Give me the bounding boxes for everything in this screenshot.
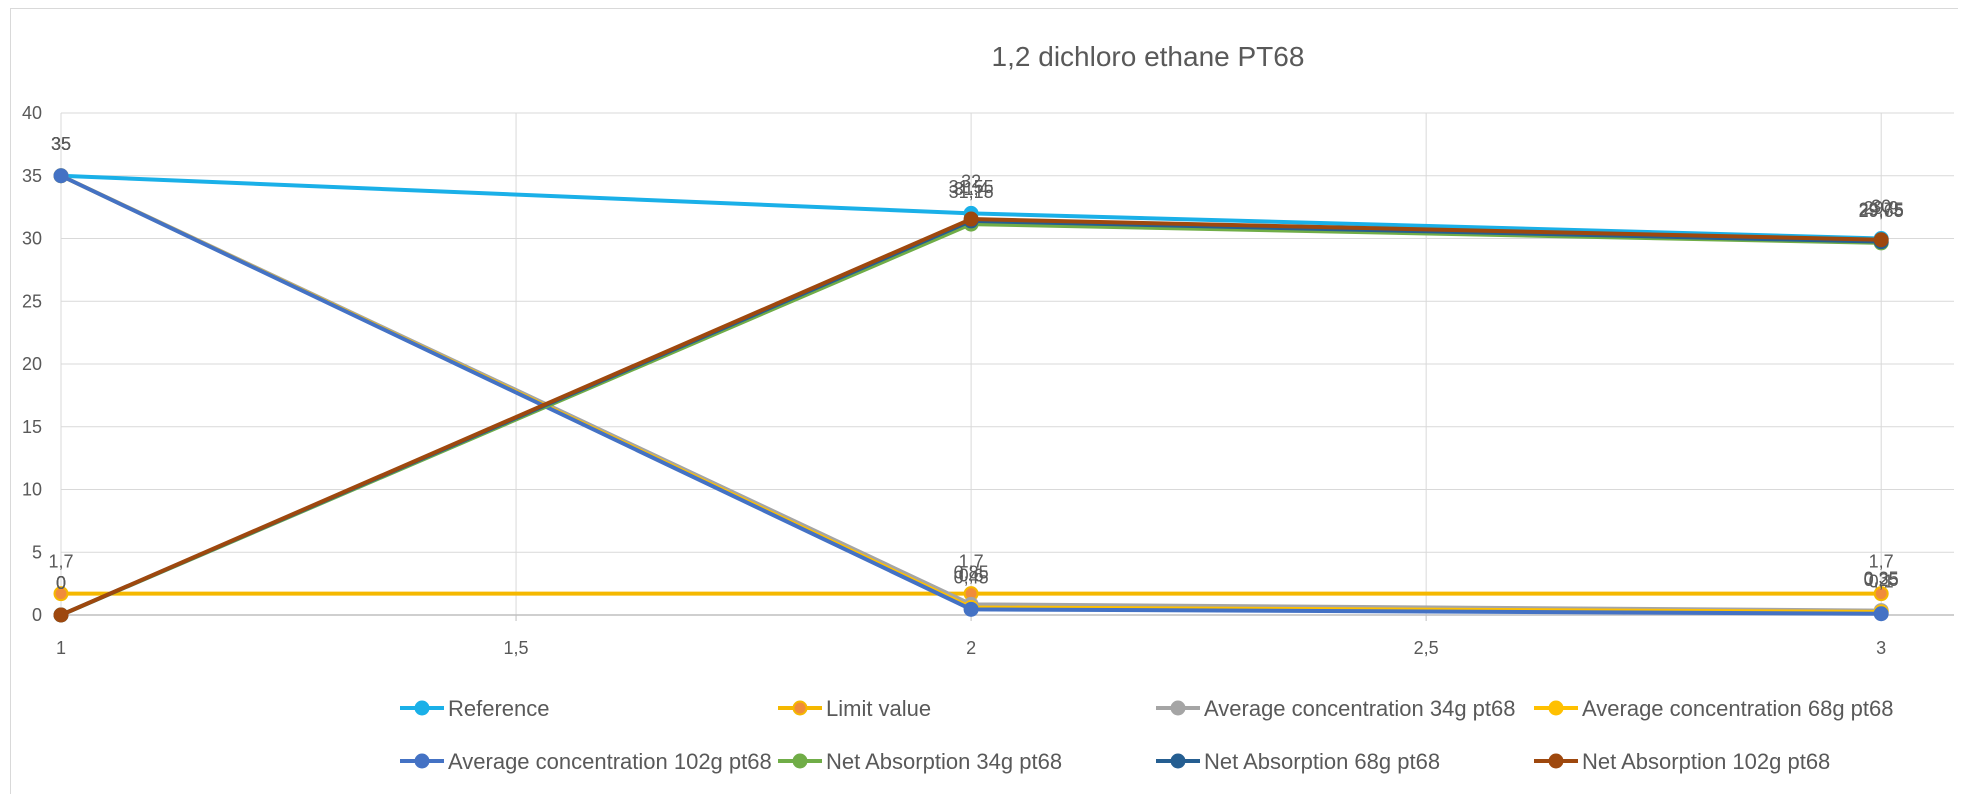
legend: Reference Limit value Average concentratio…	[400, 696, 1894, 774]
data-label-net-absorption-34g-pt68: 0	[56, 573, 66, 593]
legend-label-net-absorption-34g-pt68: Net Absorption 34g pt68	[826, 749, 1062, 774]
data-point-limit-value	[1873, 586, 1889, 602]
y-tick-label: 35	[22, 166, 42, 186]
y-tick-label: 25	[22, 291, 42, 311]
y-tick-label: 40	[22, 103, 42, 123]
data-point-net-absorption-102g-pt68	[963, 211, 979, 227]
data-label-limit-value: 1,7	[959, 552, 984, 572]
data-point-net-absorption-102g-pt68	[53, 607, 69, 623]
legend-label-average-concentration-68g-pt68: Average concentration 68g pt68	[1582, 696, 1894, 721]
data-label-average-concentration-34g-pt68: 0,35	[1864, 569, 1899, 589]
data-label-limit-value: 1,7	[48, 552, 73, 572]
data-label-average-concentration-102g-pt68: 0,1	[1869, 572, 1894, 592]
data-point-average-concentration-102g-pt68	[53, 168, 69, 184]
data-label-net-absorption-102g-pt68: 31,55	[949, 177, 994, 197]
legend-label-reference: Reference	[448, 696, 550, 721]
grid-layer	[61, 112, 1954, 615]
data-point-net-absorption-102g-pt68	[1873, 232, 1889, 248]
data-label-net-absorption-102g-pt68: 29,9	[1864, 198, 1899, 218]
x-tick-label: 1	[56, 638, 66, 658]
x-tick-label: 2,5	[1414, 638, 1439, 658]
legend-marker-net-absorption-34g-pt68	[792, 753, 808, 769]
legend-marker-reference	[414, 700, 430, 716]
legend-marker-average-concentration-68g-pt68	[1548, 700, 1564, 716]
chart-frame	[10, 8, 1958, 794]
data-label-average-concentration-34g-pt68: 35	[51, 134, 71, 154]
legend-marker-average-concentration-34g-pt68	[1170, 700, 1186, 716]
y-tick-label: 5	[32, 542, 42, 562]
legend-marker-limit-value	[792, 700, 808, 716]
data-label-average-concentration-102g-pt68: 35	[51, 134, 71, 154]
x-tick-label: 1,5	[504, 638, 529, 658]
data-label-reference: 32	[961, 171, 981, 191]
data-label-net-absorption-68g-pt68: 0	[56, 573, 66, 593]
series-layer	[53, 168, 1889, 623]
data-label-average-concentration-68g-pt68: 35	[51, 134, 71, 154]
legend-marker-net-absorption-102g-pt68	[1548, 753, 1564, 769]
data-label-average-concentration-34g-pt68: 0,85	[954, 562, 989, 582]
legend-label-net-absorption-102g-pt68: Net Absorption 102g pt68	[1582, 749, 1830, 774]
y-tick-label: 10	[22, 480, 42, 500]
data-label-limit-value: 1,7	[1869, 552, 1894, 572]
legend-label-limit-value: Limit value	[826, 696, 931, 721]
data-label-net-absorption-68g-pt68: 29,75	[1859, 200, 1904, 220]
chart-title: 1,2 dichloro ethane PT68	[992, 41, 1305, 72]
x-tick-label: 3	[1876, 638, 1886, 658]
data-label-average-concentration-68g-pt68: 0,25	[1864, 570, 1899, 590]
data-label-net-absorption-102g-pt68: 0	[56, 573, 66, 593]
y-tick-label: 0	[32, 605, 42, 625]
data-point-average-concentration-102g-pt68	[963, 601, 979, 617]
data-label-reference: 30	[1871, 197, 1891, 217]
y-tick-label: 20	[22, 354, 42, 374]
data-label-net-absorption-68g-pt68: 31,4	[954, 179, 989, 199]
data-point-limit-value	[53, 586, 69, 602]
legend-marker-average-concentration-102g-pt68	[414, 753, 430, 769]
data-label-average-concentration-102g-pt68: 0,45	[954, 567, 989, 587]
legend-label-average-concentration-34g-pt68: Average concentration 34g pt68	[1204, 696, 1516, 721]
data-label-net-absorption-34g-pt68: 31,15	[949, 182, 994, 202]
x-tick-label: 2	[966, 638, 976, 658]
data-point-average-concentration-102g-pt68	[1873, 606, 1889, 622]
legend-marker-net-absorption-68g-pt68	[1170, 753, 1186, 769]
y-tick-label: 15	[22, 417, 42, 437]
legend-label-average-concentration-102g-pt68: Average concentration 102g pt68	[448, 749, 772, 774]
data-label-reference: 35	[51, 134, 71, 154]
y-tick-label: 30	[22, 229, 42, 249]
data-label-net-absorption-34g-pt68: 29,65	[1859, 201, 1904, 221]
legend-label-net-absorption-68g-pt68: Net Absorption 68g pt68	[1204, 749, 1440, 774]
data-label-average-concentration-68g-pt68: 0,6	[959, 565, 984, 585]
